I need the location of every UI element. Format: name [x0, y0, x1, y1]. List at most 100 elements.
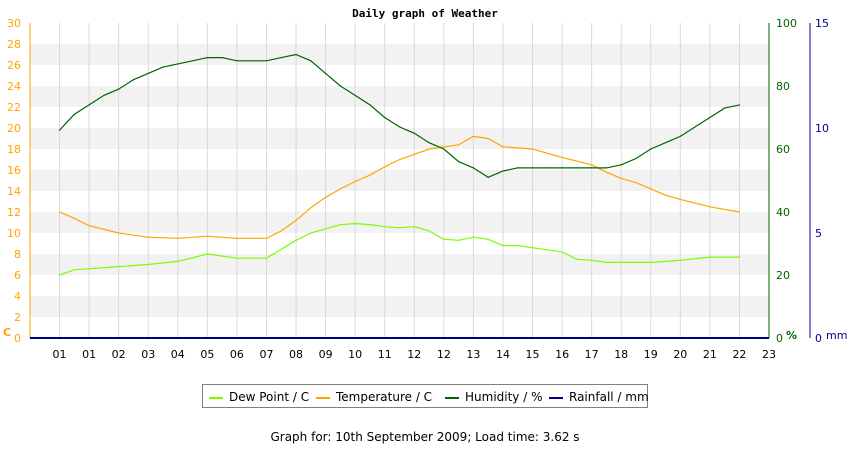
dew-point-point — [487, 238, 489, 240]
left-axis-tick-label: 2 — [14, 311, 21, 324]
humidity-axis-tick-label: 40 — [776, 206, 790, 219]
temperature-point — [177, 237, 179, 239]
humidity-point — [265, 60, 268, 62]
x-axis-tick-label: 15 — [526, 348, 540, 361]
temperature-point — [339, 188, 341, 190]
rain-axis-tick-label: 15 — [815, 17, 829, 30]
temperature-point — [73, 217, 75, 219]
humidity-point — [295, 53, 297, 56]
dew-point-point — [591, 259, 593, 261]
grid-band — [30, 212, 769, 233]
humidity-axis-unit-label: % — [786, 329, 797, 342]
humidity-point — [280, 57, 282, 59]
humidity-point — [458, 161, 460, 163]
humidity-point — [517, 167, 519, 169]
dew-point-point — [265, 257, 268, 259]
rain-axis-tick-label: 10 — [815, 122, 829, 135]
temperature-point — [443, 146, 445, 148]
x-axis-tick-label: 18 — [614, 348, 628, 361]
dew-point-point — [58, 274, 61, 276]
x-axis-tick-label: 17 — [585, 348, 599, 361]
grid-band — [30, 65, 769, 86]
temperature-point — [517, 147, 519, 149]
dew-point-point — [413, 226, 415, 228]
humidity-point — [724, 107, 726, 109]
humidity-point — [487, 176, 489, 178]
rain-axis-tick-label: 0 — [815, 332, 822, 345]
legend-label-rainfall: Rainfall / mm — [569, 390, 649, 404]
x-axis-tick-label: 01 — [53, 348, 67, 361]
left-axis-tick-label: 0 — [14, 332, 21, 345]
legend-label-humidity: Humidity / % — [465, 390, 543, 404]
dew-point-point — [398, 227, 401, 229]
temperature-point — [561, 156, 563, 158]
left-axis-tick-label: 8 — [14, 248, 21, 261]
dew-point-point — [650, 261, 652, 263]
temperature-point — [58, 211, 61, 213]
left-axis-tick-label: 30 — [7, 17, 21, 30]
temperature-point — [280, 230, 282, 232]
grid-band — [30, 296, 769, 317]
x-axis-tick-label: 12 — [437, 348, 451, 361]
humidity-point — [236, 60, 238, 62]
temperature-point — [679, 198, 681, 200]
axes — [29, 23, 811, 339]
humidity-point — [502, 170, 504, 172]
weather-chart: Daily graph of Weather 02468101214161820… — [3, 7, 847, 361]
footer-status: Graph for: 10th September 2009; Load tim… — [270, 430, 580, 444]
left-axis-tick-label: 12 — [7, 206, 21, 219]
dew-point-point — [709, 256, 711, 258]
dew-point-point — [472, 236, 474, 238]
temperature-point — [354, 180, 356, 183]
rain-axis-tick-label: 5 — [815, 227, 822, 240]
dew-point-point — [147, 263, 149, 266]
temperature-point — [88, 225, 90, 227]
humidity-point — [251, 60, 253, 62]
humidity-point — [339, 85, 341, 87]
dew-point-point — [605, 261, 608, 263]
dew-point-point — [620, 261, 622, 263]
humidity-axis-tick-label: 20 — [776, 269, 790, 282]
x-axis-tick-label: 03 — [141, 348, 155, 361]
temperature-point — [635, 182, 637, 184]
humidity-point — [635, 157, 637, 160]
x-axis-tick-label: 10 — [348, 348, 362, 361]
left-axis-tick-label: 10 — [7, 227, 21, 240]
left-axis-unit-label: C — [3, 326, 11, 339]
grid-band — [30, 317, 769, 338]
temperature-point — [605, 171, 608, 173]
dew-point-point — [635, 261, 637, 263]
temperature-point — [487, 137, 489, 140]
temperature-point — [295, 219, 297, 221]
left-axis-tick-label: 4 — [14, 290, 21, 303]
humidity-point — [531, 167, 534, 169]
temperature-point — [502, 146, 504, 148]
vertical-gridlines — [59, 23, 770, 338]
x-axis-tick-label: 09 — [319, 348, 333, 361]
x-axis-tick-label: 07 — [259, 348, 273, 361]
humidity-point — [325, 72, 327, 74]
temperature-point — [650, 188, 652, 190]
grid-band — [30, 233, 769, 254]
humidity-point — [118, 88, 120, 90]
temperature-point — [206, 235, 208, 237]
x-axis-tick-label: 08 — [289, 348, 303, 361]
dew-point-point — [443, 238, 445, 240]
dew-point-point — [502, 245, 504, 247]
left-axis-tick-label: 28 — [7, 38, 21, 51]
dew-point-point — [369, 224, 371, 226]
temperature-point — [472, 135, 474, 137]
legend-item-rainfall: Rainfall / mm — [549, 389, 649, 405]
temperature-point — [118, 232, 120, 234]
x-axis-tick-label: 04 — [171, 348, 185, 361]
humidity-point — [162, 66, 164, 68]
humidity-axis-tick-label: 80 — [776, 80, 790, 93]
x-axis-tick-label: 13 — [466, 348, 480, 361]
dew-point-point — [325, 228, 327, 230]
left-axis-tick-label: 14 — [7, 185, 21, 198]
dew-point-point — [310, 232, 312, 234]
humidity-point — [73, 113, 75, 115]
chart-title: Daily graph of Weather — [352, 7, 498, 20]
x-axis-tick-label: 20 — [673, 348, 687, 361]
